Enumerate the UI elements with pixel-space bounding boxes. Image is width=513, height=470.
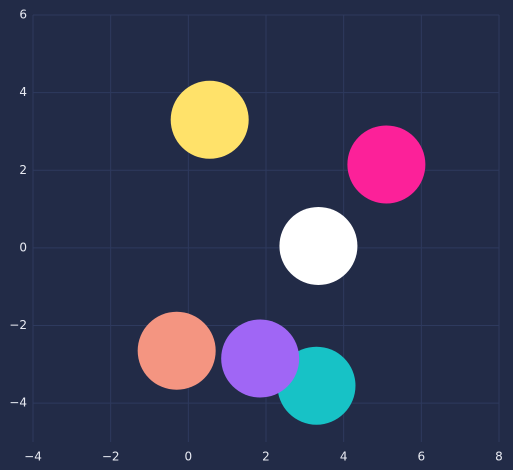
x-tick-label: −4 (24, 450, 42, 464)
x-tick-label: 0 (185, 450, 193, 464)
y-tick-label: −2 (9, 318, 27, 332)
data-point (347, 125, 426, 204)
data-point (279, 206, 358, 285)
x-tick-label: 2 (262, 450, 270, 464)
data-point (137, 311, 216, 390)
y-axis-ticks: 6 4 2 0 −2 −4 (9, 8, 27, 410)
y-tick-label: 6 (19, 8, 27, 22)
data-points (137, 80, 426, 425)
x-tick-label: −2 (102, 450, 120, 464)
y-tick-label: 4 (19, 85, 27, 99)
y-tick-label: −4 (9, 396, 27, 410)
x-tick-label: 8 (495, 450, 503, 464)
x-tick-label: 6 (418, 450, 426, 464)
y-tick-label: 2 (19, 163, 27, 177)
x-axis-ticks: −4 −2 0 2 4 6 8 (24, 450, 503, 464)
data-point (221, 319, 300, 398)
data-point (170, 80, 249, 159)
x-tick-label: 4 (340, 450, 348, 464)
y-tick-label: 0 (19, 240, 27, 254)
